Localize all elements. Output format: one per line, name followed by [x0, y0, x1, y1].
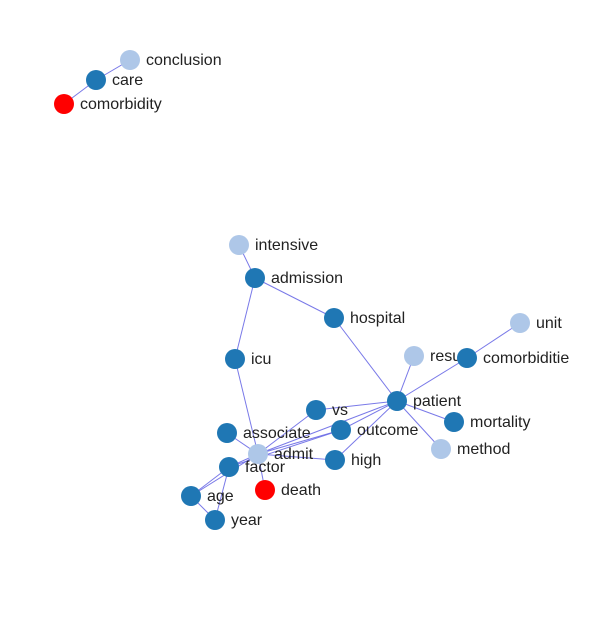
node-icu[interactable]: icu	[225, 349, 271, 369]
node-circle-admission[interactable]	[245, 268, 265, 288]
node-method[interactable]: method	[431, 439, 510, 459]
edge-patient-vs	[315, 400, 398, 411]
node-label-admission: admission	[271, 270, 343, 287]
node-factor[interactable]: factor	[219, 457, 286, 477]
node-circle-high[interactable]	[325, 450, 345, 470]
node-care[interactable]: care	[86, 70, 143, 90]
edge-patient-outcome	[340, 400, 398, 431]
node-circle-comorbidity[interactable]	[54, 94, 74, 114]
node-label-icu: icu	[251, 351, 271, 368]
node-year[interactable]: year	[205, 510, 263, 530]
node-label-conclusion: conclusion	[146, 52, 222, 69]
node-associate[interactable]: associate	[217, 423, 311, 443]
node-circle-associate[interactable]	[217, 423, 237, 443]
edge-comorbiditie-patient	[396, 357, 468, 402]
node-age[interactable]: age	[181, 486, 234, 506]
node-circle-factor[interactable]	[219, 457, 239, 477]
node-circle-icu[interactable]	[225, 349, 245, 369]
node-admission[interactable]: admission	[245, 268, 343, 288]
node-circle-intensive[interactable]	[229, 235, 249, 255]
edge-patient-method	[396, 400, 442, 450]
node-circle-mortality[interactable]	[444, 412, 464, 432]
node-label-high: high	[351, 452, 381, 469]
node-circle-patient[interactable]	[387, 391, 407, 411]
node-label-unit: unit	[536, 315, 562, 332]
node-label-method: method	[457, 441, 510, 458]
node-hospital[interactable]: hospital	[324, 308, 405, 328]
node-intensive[interactable]: intensive	[229, 235, 318, 255]
node-circle-vs[interactable]	[306, 400, 326, 420]
node-circle-death[interactable]	[255, 480, 275, 500]
node-conclusion[interactable]: conclusion	[120, 50, 222, 70]
edge-patient-admit	[257, 400, 398, 455]
node-mortality[interactable]: mortality	[444, 412, 530, 432]
node-label-intensive: intensive	[255, 237, 318, 254]
node-admit[interactable]: admit	[248, 444, 314, 464]
node-label-care: care	[112, 72, 143, 89]
node-patient[interactable]: patient	[387, 391, 462, 411]
edge-admission-hospital	[254, 277, 335, 319]
node-label-comorbidity: comorbidity	[80, 96, 162, 113]
node-circle-care[interactable]	[86, 70, 106, 90]
edge-admit-high	[257, 453, 336, 461]
edge-admission-icu	[234, 277, 256, 360]
edge-icu-admit	[234, 358, 259, 455]
node-unit[interactable]: unit	[510, 313, 562, 333]
edge-outcome-admit	[257, 429, 342, 455]
node-circle-method[interactable]	[431, 439, 451, 459]
edge-hospital-patient	[333, 317, 398, 402]
node-death[interactable]: death	[255, 480, 321, 500]
node-label-comorbiditie: comorbiditie	[483, 350, 569, 367]
node-label-mortality: mortality	[470, 414, 530, 431]
edge-vs-admit	[257, 409, 317, 455]
node-label-patient: patient	[413, 393, 462, 410]
node-circle-year[interactable]	[205, 510, 225, 530]
edge-unit-comorbiditie	[466, 322, 521, 359]
node-circle-unit[interactable]	[510, 313, 530, 333]
node-vs[interactable]: vs	[306, 400, 348, 420]
node-label-associate: associate	[243, 425, 311, 442]
node-circle-hospital[interactable]	[324, 308, 344, 328]
edge-patient-high	[334, 400, 398, 461]
node-label-year: year	[231, 512, 263, 529]
node-label-hospital: hospital	[350, 310, 405, 327]
node-outcome[interactable]: outcome	[331, 420, 418, 440]
node-circle-result[interactable]	[404, 346, 424, 366]
node-label-admit: admit	[274, 446, 314, 463]
node-circle-age[interactable]	[181, 486, 201, 506]
node-high[interactable]: high	[325, 450, 381, 470]
node-circle-conclusion[interactable]	[120, 50, 140, 70]
node-circle-outcome[interactable]	[331, 420, 351, 440]
node-comorbidity[interactable]: comorbidity	[54, 94, 162, 114]
node-label-death: death	[281, 482, 321, 499]
node-label-factor: factor	[245, 459, 286, 476]
edge-patient-mortality	[396, 400, 455, 423]
node-circle-comorbiditie[interactable]	[457, 348, 477, 368]
node-label-outcome: outcome	[357, 422, 418, 439]
node-comorbiditie[interactable]: comorbiditie	[457, 348, 569, 368]
node-label-vs: vs	[332, 402, 348, 419]
node-circle-admit[interactable]	[248, 444, 268, 464]
node-label-age: age	[207, 488, 234, 505]
